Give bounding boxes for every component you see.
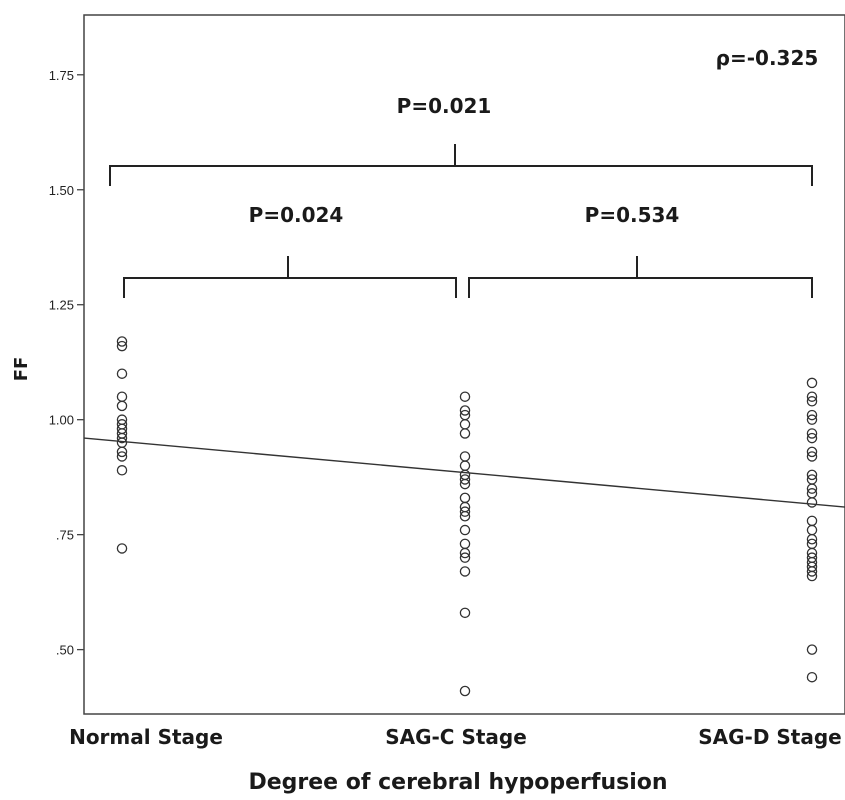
- bracket-normal-sagc: [123, 277, 457, 298]
- rho-annotation: ρ=-0.325: [716, 46, 819, 70]
- data-point: [459, 391, 471, 402]
- data-point: [116, 432, 128, 444]
- x-axis-title: Degree of cerebral hypoperfusion: [248, 770, 667, 795]
- data-point: [806, 414, 818, 425]
- data-point: [806, 497, 818, 508]
- y-tick-label: 1.75: [49, 68, 74, 83]
- x-axis: Normal Stage SAG-C Stage SAG-D Stage: [69, 725, 842, 749]
- data-point: [806, 396, 818, 407]
- data-point: [116, 340, 128, 352]
- y-tick-label: .75: [56, 528, 74, 543]
- data-point: [806, 391, 818, 402]
- data-point: [806, 671, 818, 683]
- p-value-sagc-sagd: P=0.534: [585, 203, 680, 227]
- data-point: [806, 570, 818, 582]
- data-point: [459, 405, 471, 416]
- data-point: [116, 451, 128, 462]
- plot-frame: [83, 14, 845, 715]
- p-value-normal-sagd: P=0.021: [397, 94, 492, 118]
- x-category-label: SAG-D Stage: [698, 725, 842, 749]
- data-point: [806, 644, 818, 655]
- data-point: [806, 469, 818, 481]
- data-point: [459, 478, 471, 490]
- data-point: [459, 506, 471, 517]
- y-tick-label: .50: [56, 643, 74, 658]
- data-point: [806, 377, 818, 389]
- data-point: [459, 685, 471, 697]
- data-point: [806, 534, 818, 545]
- data-points: [116, 336, 818, 697]
- data-point: [459, 566, 471, 577]
- y-tick-label: 1.00: [49, 413, 74, 428]
- x-category-label: Normal Stage: [69, 725, 223, 749]
- data-point: [459, 552, 471, 563]
- data-point: [116, 446, 128, 458]
- data-point: [459, 547, 471, 559]
- y-tick-label: 1.50: [49, 183, 74, 198]
- data-point: [459, 511, 471, 522]
- significance-brackets: [109, 144, 813, 298]
- data-point: [116, 336, 128, 347]
- bracket-sagc-sagd: [468, 277, 813, 298]
- data-point: [116, 400, 128, 412]
- data-point: [806, 483, 818, 494]
- bracket-normal-sagd: [109, 165, 813, 186]
- y-axis-title: FF: [11, 357, 32, 382]
- data-point: [806, 409, 818, 421]
- data-point: [116, 465, 128, 476]
- data-point: [459, 474, 471, 485]
- y-axis: .50 .75 1.00 1.25 1.50 1.75: [49, 68, 84, 658]
- data-point: [116, 543, 128, 554]
- y-tick-label: 1.25: [49, 298, 74, 313]
- data-point: [806, 451, 818, 462]
- data-point: [459, 524, 471, 536]
- p-value-normal-sagc: P=0.024: [249, 203, 344, 227]
- fit-line: [83, 437, 845, 508]
- data-point: [806, 432, 818, 444]
- data-point: [459, 428, 471, 439]
- data-point: [806, 446, 818, 458]
- x-category-label: SAG-C Stage: [385, 725, 527, 749]
- data-point: [806, 428, 818, 439]
- data-point: [459, 607, 471, 619]
- data-point: [116, 368, 128, 379]
- data-point: [806, 566, 818, 577]
